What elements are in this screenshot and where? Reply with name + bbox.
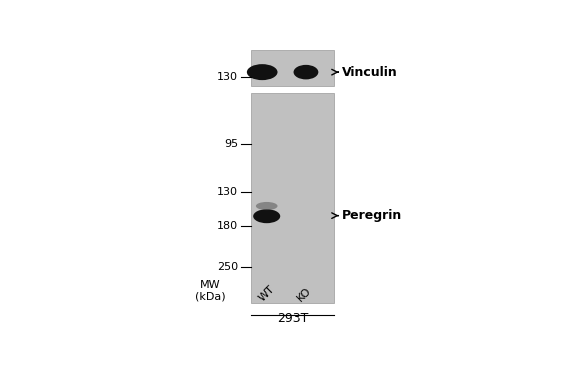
Bar [251, 93, 334, 303]
Text: 130: 130 [217, 187, 238, 197]
Ellipse shape [247, 64, 278, 80]
Text: 95: 95 [224, 139, 238, 149]
Bar [251, 50, 334, 85]
Text: 180: 180 [217, 221, 238, 231]
Text: 293T: 293T [276, 312, 308, 325]
Text: 250: 250 [217, 262, 238, 272]
Text: KO: KO [296, 286, 314, 304]
Text: Vinculin: Vinculin [342, 66, 398, 79]
Ellipse shape [253, 209, 281, 223]
Ellipse shape [293, 65, 318, 79]
Text: 130: 130 [217, 71, 238, 82]
Text: Peregrin: Peregrin [342, 209, 402, 222]
Text: MW
(kDa): MW (kDa) [195, 280, 226, 301]
Text: WT: WT [257, 284, 277, 304]
Ellipse shape [256, 202, 278, 210]
